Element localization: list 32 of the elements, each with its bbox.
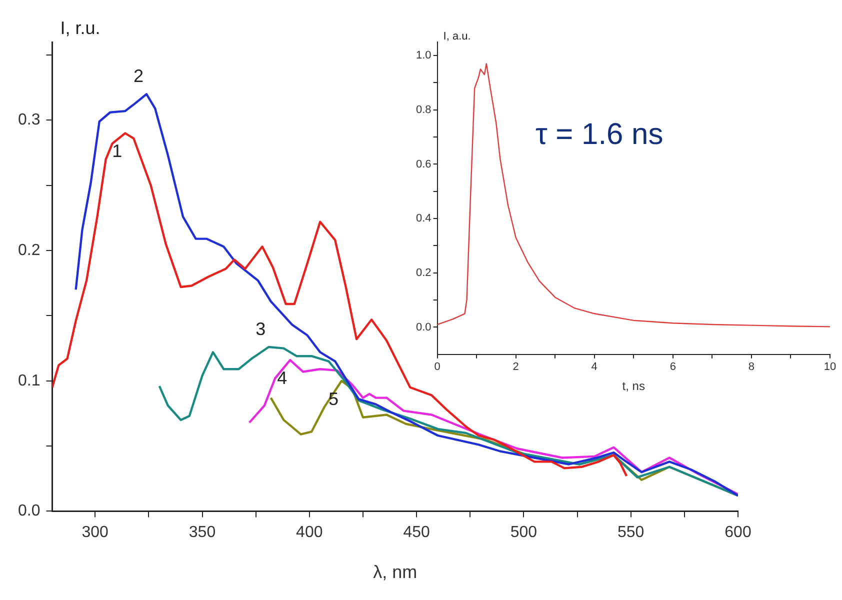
x-tick-label: 2 <box>512 361 519 374</box>
x-tick-label: 10 <box>824 361 836 374</box>
y-tick-label: 0.8 <box>416 104 432 116</box>
y-tick-label: 0.0 <box>18 502 40 520</box>
series-label: 1 <box>112 141 122 162</box>
y-tick-label: 1.0 <box>416 50 432 62</box>
x-tick-label: 4 <box>591 361 598 374</box>
x-tick-label: 550 <box>618 524 644 542</box>
x-tick-label: 350 <box>188 524 216 542</box>
y-tick-label: 0.0 <box>416 321 432 334</box>
series-label: 2 <box>134 66 144 86</box>
x-tick-label: 450 <box>403 524 430 542</box>
series-label: 3 <box>256 318 266 339</box>
x-tick-label: 300 <box>82 524 109 542</box>
y-tick-label: 0.6 <box>416 158 432 170</box>
annotation: τ = 1.6 ns <box>535 118 664 151</box>
y-axis-title: I, a.u. <box>443 30 471 43</box>
x-tick-label: 600 <box>724 524 752 542</box>
y-tick-label: 0.4 <box>416 212 432 225</box>
x-tick-label: 500 <box>510 524 538 542</box>
x-tick-label: 6 <box>670 361 676 374</box>
x-axis-title: λ, nm <box>373 562 418 582</box>
y-axis-title: I, r.u. <box>60 18 100 38</box>
x-tick-label: 400 <box>296 524 323 542</box>
x-axis-title: t, ns <box>622 379 645 394</box>
y-tick-label: 0.3 <box>18 112 40 129</box>
x-tick-label: 0 <box>434 361 440 374</box>
x-tick-label: 8 <box>748 361 755 374</box>
y-tick-label: 0.1 <box>18 372 40 390</box>
series-label: 5 <box>328 388 339 409</box>
y-tick-label: 0.2 <box>18 242 40 259</box>
y-tick-label: 0.2 <box>416 266 432 279</box>
